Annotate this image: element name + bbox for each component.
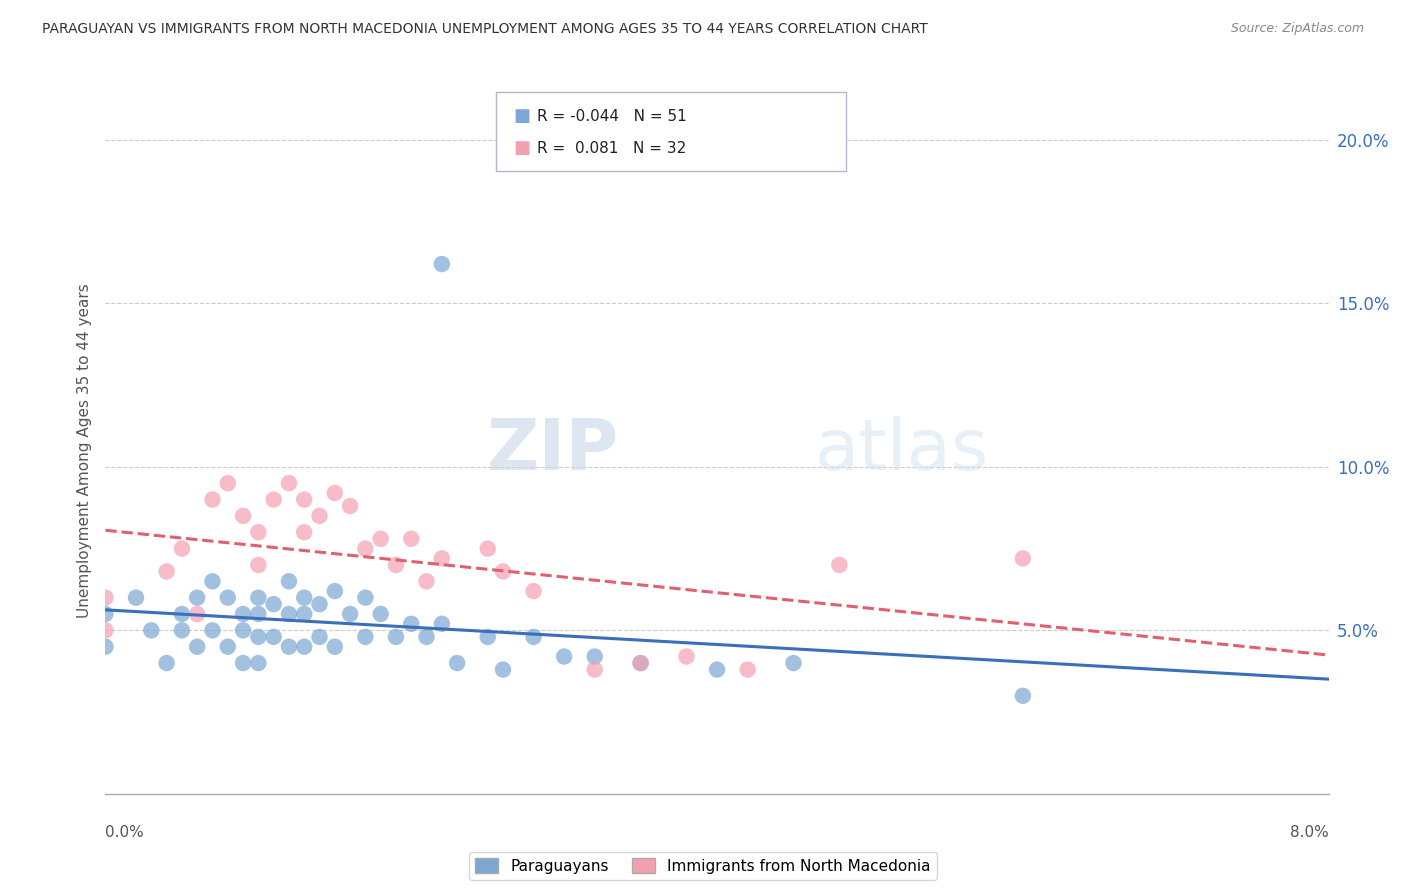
- Text: R = -0.044   N = 51: R = -0.044 N = 51: [537, 109, 688, 124]
- Point: [1011, 551, 1033, 566]
- Point: [125, 591, 148, 605]
- Point: [354, 630, 377, 644]
- Point: [170, 541, 193, 556]
- Point: [94, 607, 117, 621]
- Point: [232, 656, 254, 670]
- Point: [247, 607, 270, 621]
- Point: [292, 492, 315, 507]
- Text: R =  0.081   N = 32: R = 0.081 N = 32: [537, 141, 686, 156]
- Point: [156, 656, 179, 670]
- Point: [186, 591, 208, 605]
- Point: [339, 607, 361, 621]
- Point: [278, 640, 301, 654]
- Point: [354, 591, 377, 605]
- Point: [415, 574, 437, 589]
- Point: [630, 656, 652, 670]
- Text: ZIP: ZIP: [486, 416, 619, 485]
- Y-axis label: Unemployment Among Ages 35 to 44 years: Unemployment Among Ages 35 to 44 years: [76, 283, 91, 618]
- Point: [339, 499, 361, 513]
- Point: [232, 624, 254, 638]
- Point: [186, 640, 208, 654]
- Point: [94, 591, 117, 605]
- Text: Source: ZipAtlas.com: Source: ZipAtlas.com: [1230, 22, 1364, 36]
- Point: [370, 532, 392, 546]
- Point: [94, 624, 117, 638]
- Point: [308, 597, 330, 611]
- Point: [1011, 689, 1033, 703]
- Point: [263, 492, 285, 507]
- Point: [278, 574, 301, 589]
- Point: [263, 597, 285, 611]
- Point: [523, 630, 546, 644]
- Point: [477, 630, 499, 644]
- Point: [583, 663, 606, 677]
- Point: [247, 656, 270, 670]
- Point: [263, 630, 285, 644]
- Point: [385, 630, 408, 644]
- Point: [201, 492, 224, 507]
- Point: [94, 640, 117, 654]
- Point: [247, 558, 270, 572]
- Point: [292, 525, 315, 540]
- Point: [583, 649, 606, 664]
- Point: [201, 574, 224, 589]
- Text: atlas: atlas: [815, 416, 990, 485]
- Point: [430, 551, 453, 566]
- Point: [247, 630, 270, 644]
- Point: [415, 630, 437, 644]
- Point: [278, 607, 301, 621]
- Point: [217, 591, 239, 605]
- Point: [170, 607, 193, 621]
- Point: [492, 565, 515, 579]
- Point: [737, 663, 759, 677]
- Point: [828, 558, 851, 572]
- Point: [156, 565, 179, 579]
- Point: [323, 640, 346, 654]
- Point: [446, 656, 468, 670]
- Point: [186, 607, 208, 621]
- Point: [323, 486, 346, 500]
- Point: [247, 525, 270, 540]
- Point: [232, 607, 254, 621]
- Point: [477, 541, 499, 556]
- Point: [247, 591, 270, 605]
- Text: PARAGUAYAN VS IMMIGRANTS FROM NORTH MACEDONIA UNEMPLOYMENT AMONG AGES 35 TO 44 Y: PARAGUAYAN VS IMMIGRANTS FROM NORTH MACE…: [42, 22, 928, 37]
- Point: [232, 508, 254, 523]
- Point: [675, 649, 697, 664]
- Text: ■: ■: [513, 107, 530, 126]
- Point: [308, 508, 330, 523]
- Point: [292, 640, 315, 654]
- Point: [401, 532, 423, 546]
- Point: [292, 591, 315, 605]
- Point: [492, 663, 515, 677]
- Point: [217, 476, 239, 491]
- Point: [278, 476, 301, 491]
- Point: [292, 607, 315, 621]
- Point: [401, 616, 423, 631]
- Point: [201, 624, 224, 638]
- Text: 8.0%: 8.0%: [1289, 825, 1329, 840]
- Point: [553, 649, 575, 664]
- Point: [523, 584, 546, 599]
- Point: [170, 624, 193, 638]
- Point: [323, 584, 346, 599]
- Point: [630, 656, 652, 670]
- Text: 0.0%: 0.0%: [105, 825, 145, 840]
- Point: [217, 640, 239, 654]
- Point: [141, 624, 163, 638]
- Point: [430, 257, 453, 271]
- Point: [430, 616, 453, 631]
- Point: [782, 656, 804, 670]
- Point: [706, 663, 728, 677]
- Point: [354, 541, 377, 556]
- Text: ■: ■: [513, 139, 530, 157]
- Point: [385, 558, 408, 572]
- Point: [308, 630, 330, 644]
- Legend: Paraguayans, Immigrants from North Macedonia: Paraguayans, Immigrants from North Maced…: [470, 852, 936, 880]
- Point: [370, 607, 392, 621]
